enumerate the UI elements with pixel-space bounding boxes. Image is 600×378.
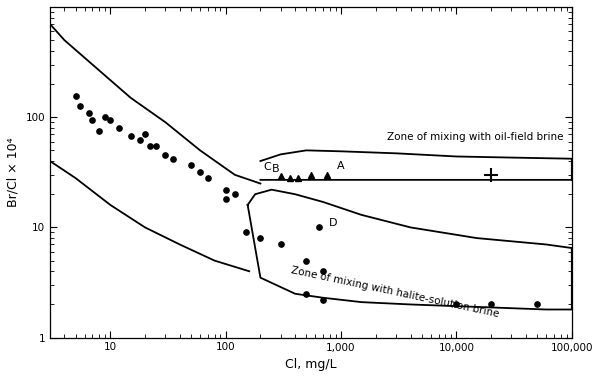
- Text: D: D: [329, 218, 338, 228]
- Text: Zone of mixing with halite-solution brine: Zone of mixing with halite-solution brin…: [290, 266, 500, 319]
- Text: B: B: [272, 164, 280, 174]
- Text: A: A: [337, 161, 344, 170]
- Y-axis label: Br/Cl × 10⁴: Br/Cl × 10⁴: [7, 138, 20, 207]
- Text: C: C: [263, 162, 271, 172]
- Text: Zone of mixing with oil-field brine: Zone of mixing with oil-field brine: [387, 132, 563, 142]
- X-axis label: Cl, mg/L: Cl, mg/L: [285, 358, 337, 371]
